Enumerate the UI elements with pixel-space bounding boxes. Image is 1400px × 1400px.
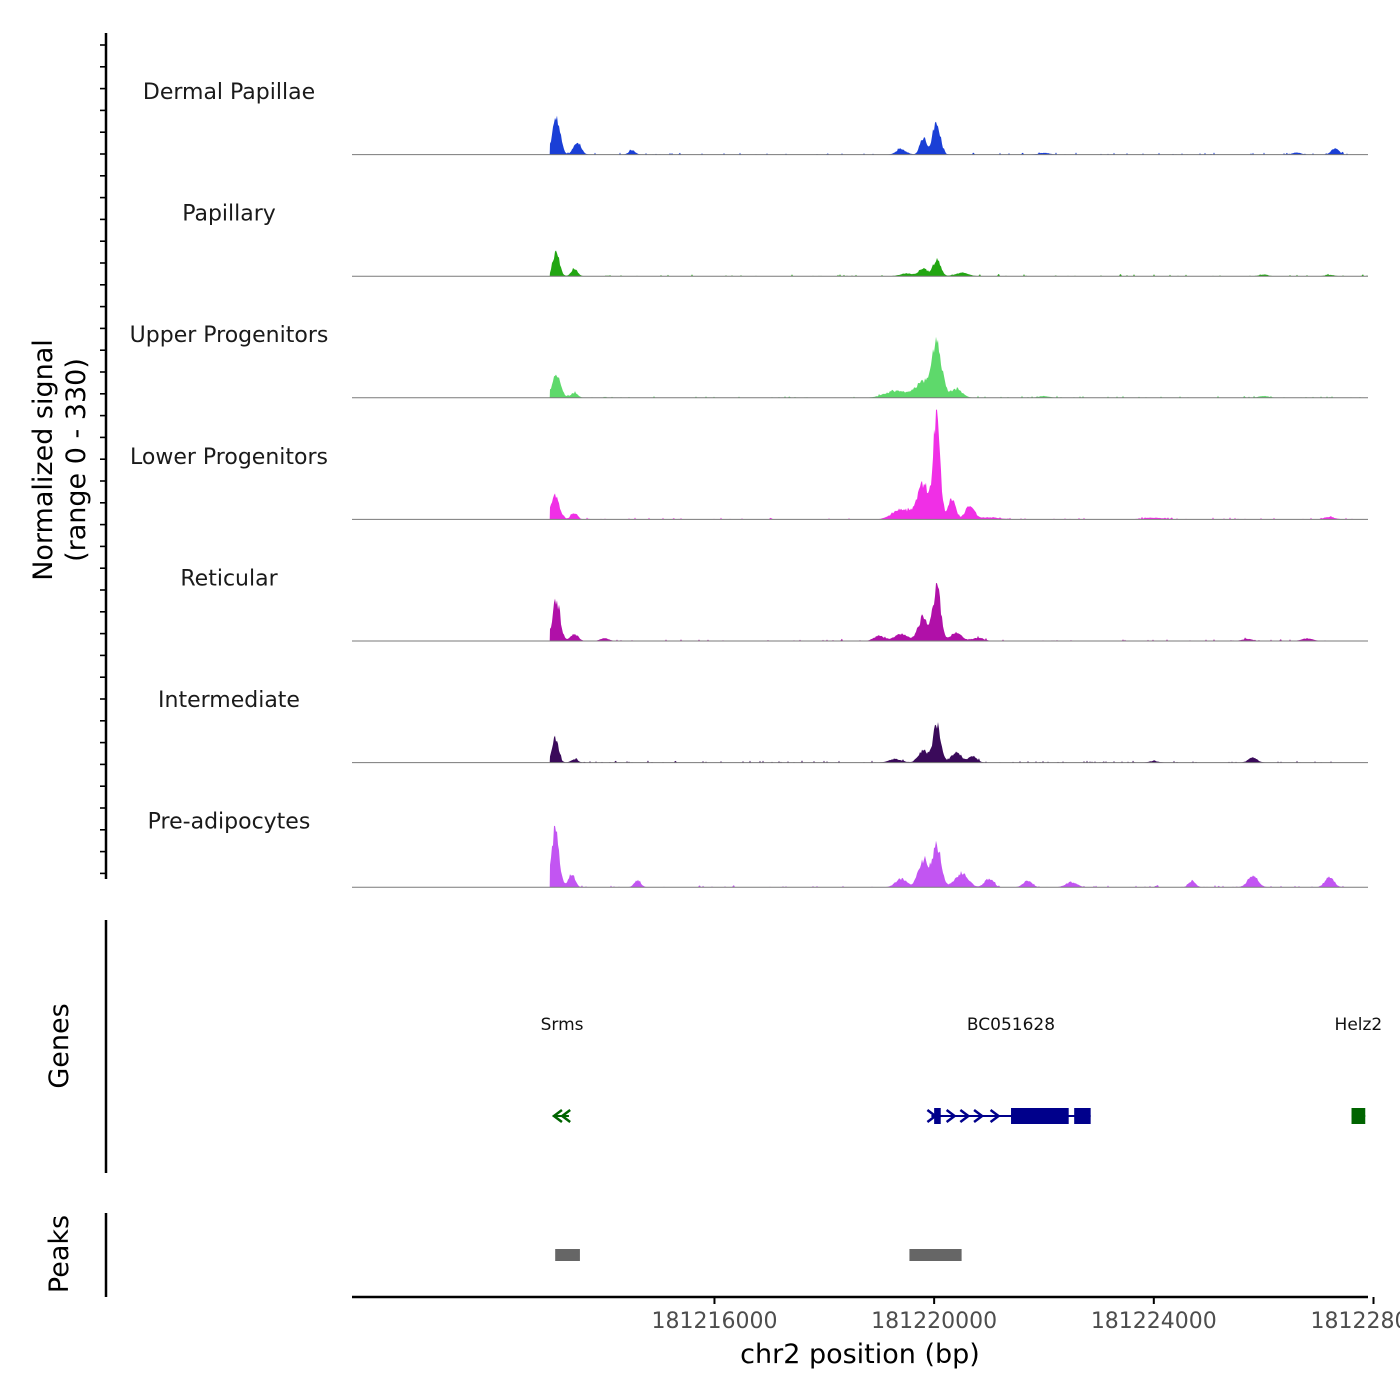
y-axis-title-line1: Normalized signal <box>28 339 59 581</box>
x-tick-label: 181216000 <box>651 1309 777 1334</box>
y-axis-title-line2: (range 0 - 330) <box>61 358 92 562</box>
signal-area <box>549 336 1368 398</box>
signal-area <box>549 825 1368 888</box>
strand-arrow <box>926 1109 938 1123</box>
signal-area <box>549 115 1368 155</box>
gene-bc051628: BC051628 <box>926 1015 1091 1124</box>
track-label: Upper Progenitors <box>130 323 329 348</box>
strand-arrow <box>959 1109 971 1123</box>
track-upper-progenitors: Upper Progenitors <box>130 323 1368 399</box>
signal-area <box>549 722 1368 763</box>
strand-arrow <box>945 1109 957 1123</box>
track-label: Papillary <box>182 202 276 227</box>
signal-area <box>549 583 1368 641</box>
peaks-axis-title: Peaks <box>44 1215 75 1293</box>
track-reticular: Reticular <box>180 566 1368 642</box>
peak-region <box>555 1249 580 1261</box>
x-tick-label: 181220000 <box>871 1309 997 1334</box>
gene-label: Srms <box>541 1015 584 1035</box>
gene-exon <box>1074 1108 1091 1124</box>
track-label: Lower Progenitors <box>130 445 328 470</box>
x-axis-title: chr2 position (bp) <box>740 1339 980 1370</box>
axes: 181216000 181220000 181224000 181228000 <box>100 33 1400 1334</box>
peak-region <box>909 1249 962 1261</box>
signal-area <box>549 250 1368 277</box>
track-label: Reticular <box>180 566 278 591</box>
track-label: Pre-adipocytes <box>148 810 311 835</box>
signal-area <box>549 409 1368 520</box>
track-lower-progenitors: Lower Progenitors <box>130 409 1368 520</box>
track-label: Intermediate <box>158 688 300 713</box>
gene-label: Helz2 <box>1335 1015 1383 1035</box>
track-papillary: Papillary <box>182 202 1368 277</box>
gene-track: Srms BC051628 Helz2 <box>541 1015 1383 1124</box>
gene-srms: Srms <box>541 1015 584 1123</box>
track-dermal-papillae: Dermal Papillae <box>143 80 1368 156</box>
x-tick-label: 181228000 <box>1310 1309 1400 1334</box>
gene-helz2: Helz2 <box>1335 1015 1383 1124</box>
signal-tracks: Dermal Papillae Papillary Upper Progenitor… <box>130 80 1368 888</box>
strand-arrow <box>560 1109 571 1123</box>
strand-arrow <box>973 1109 985 1123</box>
track-intermediate: Intermediate <box>158 688 1368 764</box>
genes-axis-title: Genes <box>44 1003 75 1088</box>
x-tick-label: 181224000 <box>1091 1309 1217 1334</box>
track-label: Dermal Papillae <box>143 80 315 105</box>
gene-exon <box>1351 1108 1366 1124</box>
gene-exon <box>1011 1108 1069 1124</box>
strand-arrow <box>989 1109 1001 1123</box>
strand-arrow <box>551 1109 563 1123</box>
track-pre-adipocytes: Pre-adipocytes <box>148 810 1368 888</box>
peak-track <box>555 1249 962 1261</box>
gene-label: BC051628 <box>967 1015 1055 1035</box>
